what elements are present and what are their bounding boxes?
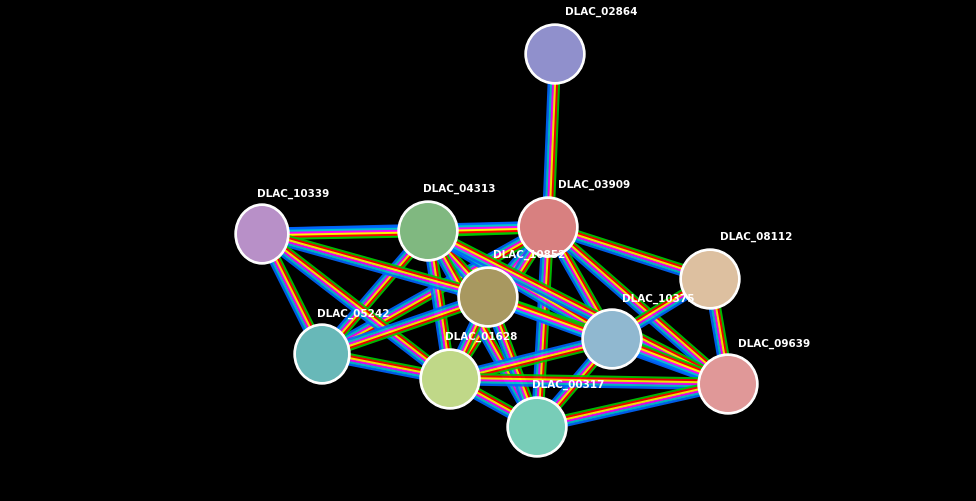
Ellipse shape xyxy=(682,252,738,308)
Text: DLAC_03909: DLAC_03909 xyxy=(558,179,630,189)
Text: DLAC_05242: DLAC_05242 xyxy=(317,308,389,318)
Ellipse shape xyxy=(237,206,287,263)
Ellipse shape xyxy=(420,349,480,409)
Ellipse shape xyxy=(518,197,578,258)
Ellipse shape xyxy=(400,203,456,260)
Text: DLAC_08112: DLAC_08112 xyxy=(720,231,793,241)
Text: DLAC_10852: DLAC_10852 xyxy=(493,249,565,260)
Text: DLAC_10339: DLAC_10339 xyxy=(257,188,329,198)
Text: DLAC_00317: DLAC_00317 xyxy=(532,379,604,389)
Ellipse shape xyxy=(680,249,740,310)
Ellipse shape xyxy=(582,310,642,369)
Text: DLAC_10375: DLAC_10375 xyxy=(622,293,695,304)
Ellipse shape xyxy=(296,326,348,382)
Ellipse shape xyxy=(520,199,576,256)
Ellipse shape xyxy=(700,356,756,412)
Text: DLAC_01628: DLAC_01628 xyxy=(445,331,517,341)
Ellipse shape xyxy=(507,397,567,457)
Ellipse shape xyxy=(698,354,758,414)
Ellipse shape xyxy=(460,270,516,325)
Ellipse shape xyxy=(527,27,583,83)
Ellipse shape xyxy=(398,201,458,262)
Text: DLAC_02864: DLAC_02864 xyxy=(565,7,637,17)
Ellipse shape xyxy=(525,25,585,85)
Ellipse shape xyxy=(235,204,289,265)
Ellipse shape xyxy=(294,324,350,384)
Ellipse shape xyxy=(422,351,478,407)
Ellipse shape xyxy=(509,399,565,455)
Ellipse shape xyxy=(458,268,518,327)
Ellipse shape xyxy=(584,312,640,367)
Text: DLAC_04313: DLAC_04313 xyxy=(423,183,496,193)
Text: DLAC_09639: DLAC_09639 xyxy=(738,338,810,348)
